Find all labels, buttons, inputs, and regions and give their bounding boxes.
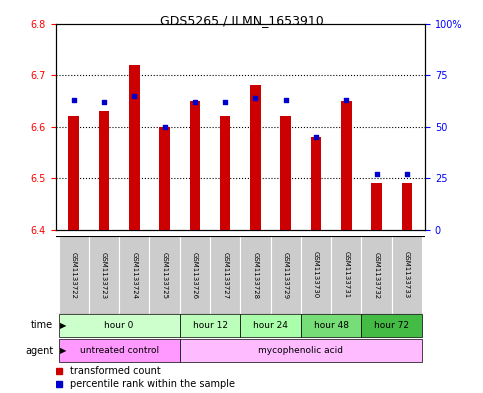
Bar <box>119 236 149 314</box>
Bar <box>270 236 301 314</box>
Text: agent: agent <box>25 346 53 356</box>
Text: GDS5265 / ILMN_1653910: GDS5265 / ILMN_1653910 <box>159 14 324 27</box>
Text: ▶: ▶ <box>60 346 67 355</box>
Text: transformed count: transformed count <box>71 366 161 376</box>
Text: GSM1133726: GSM1133726 <box>192 252 198 299</box>
Point <box>100 99 108 105</box>
Text: hour 24: hour 24 <box>253 321 288 330</box>
Point <box>70 97 78 103</box>
Point <box>252 95 259 101</box>
Bar <box>241 236 270 314</box>
Bar <box>220 116 230 230</box>
Text: GSM1133730: GSM1133730 <box>313 252 319 299</box>
Bar <box>331 236 361 314</box>
Bar <box>189 101 200 230</box>
Text: percentile rank within the sample: percentile rank within the sample <box>71 379 235 389</box>
Bar <box>159 127 170 230</box>
Text: GSM1133727: GSM1133727 <box>222 252 228 299</box>
Text: GSM1133722: GSM1133722 <box>71 252 77 299</box>
Bar <box>401 184 412 230</box>
Text: hour 12: hour 12 <box>193 321 227 330</box>
Bar <box>341 101 352 230</box>
Text: GSM1133732: GSM1133732 <box>373 252 380 299</box>
Bar <box>392 236 422 314</box>
Text: GSM1133723: GSM1133723 <box>101 252 107 299</box>
Bar <box>99 111 109 230</box>
Text: hour 0: hour 0 <box>104 321 134 330</box>
Bar <box>180 314 241 337</box>
Bar <box>301 314 361 337</box>
Bar <box>371 184 382 230</box>
Text: ▶: ▶ <box>60 321 67 330</box>
Point <box>130 93 138 99</box>
Text: GSM1133729: GSM1133729 <box>283 252 289 299</box>
Bar <box>58 314 180 337</box>
Text: mycophenolic acid: mycophenolic acid <box>258 346 343 355</box>
Bar <box>89 236 119 314</box>
Bar <box>129 65 140 230</box>
Bar <box>361 314 422 337</box>
Text: time: time <box>31 320 53 330</box>
Text: hour 72: hour 72 <box>374 321 409 330</box>
Point <box>282 97 290 103</box>
Text: untreated control: untreated control <box>80 346 159 355</box>
Point <box>312 134 320 140</box>
Text: GSM1133731: GSM1133731 <box>343 252 349 299</box>
Bar <box>69 116 79 230</box>
Text: GSM1133733: GSM1133733 <box>404 252 410 299</box>
Bar <box>180 236 210 314</box>
Point <box>221 99 229 105</box>
Text: hour 48: hour 48 <box>313 321 349 330</box>
Bar <box>180 339 422 362</box>
Point <box>403 171 411 177</box>
Bar <box>58 339 180 362</box>
Bar <box>210 236 241 314</box>
Bar <box>301 236 331 314</box>
Bar <box>241 314 301 337</box>
Point <box>373 171 381 177</box>
Bar <box>281 116 291 230</box>
Bar <box>361 236 392 314</box>
Text: GSM1133725: GSM1133725 <box>162 252 168 299</box>
Bar <box>250 86 261 230</box>
Text: GSM1133724: GSM1133724 <box>131 252 137 299</box>
Text: GSM1133728: GSM1133728 <box>253 252 258 299</box>
Bar <box>149 236 180 314</box>
Point <box>191 99 199 105</box>
Point <box>342 97 350 103</box>
Bar <box>311 137 321 230</box>
Point <box>161 123 169 130</box>
Bar <box>58 236 89 314</box>
